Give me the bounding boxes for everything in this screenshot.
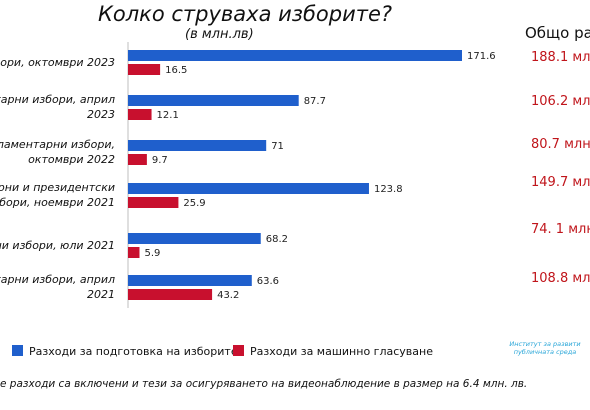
category-label-4: тарни избори, юли 2021	[0, 238, 115, 253]
bar-machine-2	[128, 154, 147, 165]
data-label-preparation-3: 123.8	[374, 184, 403, 195]
category-label-line: избори, октомври 2023	[0, 55, 115, 69]
data-label-preparation-2: 71	[271, 141, 284, 152]
totals-header: Общо ра	[525, 24, 590, 42]
legend-swatch-red	[233, 345, 244, 356]
chart-subtitle: (в млн.лв)	[185, 27, 254, 42]
data-label-machine-5: 43.2	[217, 290, 239, 301]
footnote: е разходи са включени и тези за осигуряв…	[0, 378, 528, 390]
category-label-line: ламентарни избори,	[0, 138, 115, 151]
data-label-preparation-5: 63.6	[257, 276, 279, 287]
legend-item-machine-voting: Разходи за машинно гласуване	[233, 345, 433, 358]
total-value-3: 149.7 млн.	[531, 175, 590, 190]
bar-preparation-0	[128, 50, 462, 61]
category-label-line: октомври 2022	[28, 153, 115, 166]
data-label-machine-3: 25.9	[183, 198, 205, 209]
data-label-preparation-4: 68.2	[266, 234, 288, 245]
category-label-line: тарни избори, април	[0, 273, 115, 286]
bar-preparation-3	[128, 183, 369, 194]
bar-machine-1	[128, 109, 152, 120]
category-label-5: тарни избори, април 2021	[0, 272, 115, 302]
source-logo-text: Институт за развити публичната среда	[509, 340, 581, 356]
data-label-machine-0: 16.5	[165, 65, 187, 76]
bar-machine-3	[128, 197, 179, 208]
total-value-2: 80.7 млн. л	[531, 137, 590, 152]
bar-preparation-4	[128, 233, 261, 244]
data-label-preparation-1: 87.7	[304, 96, 326, 107]
category-label-1: тарни избори, април 2023	[0, 92, 115, 122]
legend-label-preparation: Разходи за подготовка на изборите	[29, 345, 238, 358]
total-value-5: 108.8 млн.	[531, 271, 590, 286]
total-value-0: 188.1 млн.	[531, 50, 590, 65]
bar-preparation-2	[128, 140, 267, 151]
bar-machine-5	[128, 289, 213, 300]
category-label-line: избори, ноември 2021	[0, 196, 115, 209]
data-label-machine-4: 5.9	[144, 248, 160, 259]
category-label-line: 2023	[87, 108, 115, 121]
bar-preparation-5	[128, 275, 252, 286]
legend-item-preparation: Разходи за подготовка на изборите	[12, 345, 238, 358]
bar-preparation-1	[128, 95, 299, 106]
category-label-line: арни и президентски	[0, 181, 115, 194]
legend-label-machine-voting: Разходи за машинно гласуване	[250, 345, 433, 358]
category-label-2: ламентарни избори, октомври 2022	[0, 137, 115, 167]
category-label-line: тарни избори, април	[0, 93, 115, 106]
data-label-machine-2: 9.7	[152, 155, 168, 166]
category-label-line: 2021	[87, 288, 115, 301]
category-label-3: арни и президентски избори, ноември 2021	[0, 180, 115, 210]
category-label-line: тарни избори, юли 2021	[0, 238, 115, 252]
bar-chart: 171.6 87.7 71 123.8 68.2 63.6 16.5 12.1 9.7 25.9 5…	[127, 42, 496, 308]
category-label-0: избори, октомври 2023	[0, 55, 115, 70]
data-label-preparation-0: 171.6	[467, 51, 496, 62]
chart-title: Колко струваха изборите?	[98, 2, 393, 26]
data-label-machine-1: 12.1	[157, 110, 179, 121]
bar-machine-0	[128, 64, 161, 75]
legend-swatch-blue	[12, 345, 23, 356]
total-value-1: 106.2 млн.	[531, 94, 590, 109]
bar-machine-4	[128, 247, 140, 258]
total-value-4: 74. 1 млн.	[531, 222, 590, 237]
